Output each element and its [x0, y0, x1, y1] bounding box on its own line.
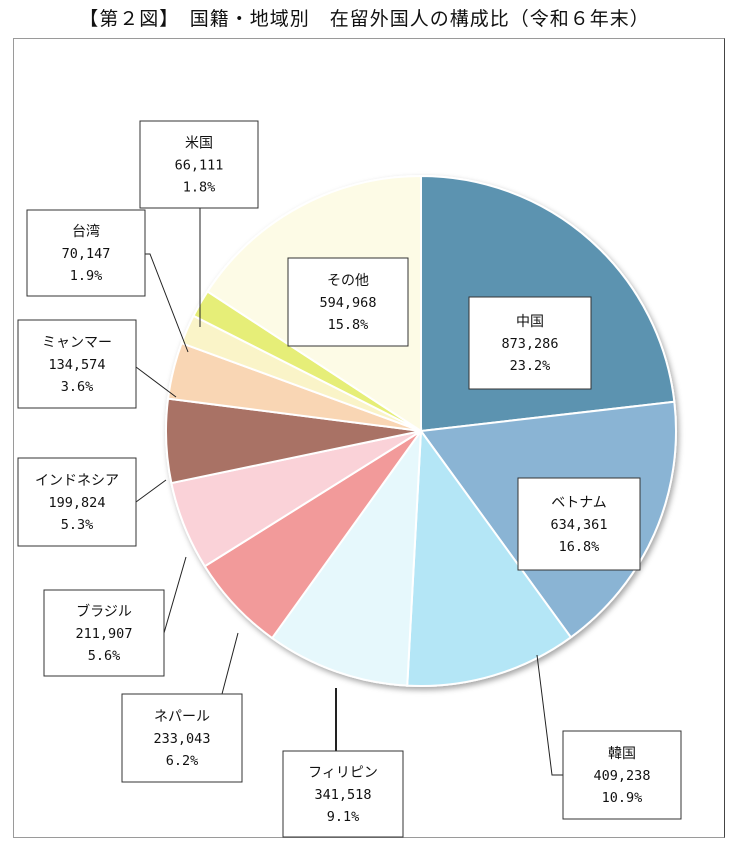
data-label-box	[17, 457, 137, 547]
slice-value-label: 634,361	[551, 517, 608, 533]
data-label: ブラジル 211,907 5.6%	[43, 589, 165, 677]
data-label: インドネシア 199,824 5.3%	[17, 457, 137, 547]
slice-percent-label: 1.8%	[183, 180, 216, 196]
slice-value-label: 70,147	[62, 246, 111, 262]
slice-name-label: ネパール	[154, 709, 210, 725]
leader-line	[145, 253, 189, 353]
slice-value-label: 66,111	[175, 158, 224, 174]
data-label-box	[121, 693, 243, 783]
chart-title: 【第２図】 国籍・地域別 在留外国人の構成比（令和６年末）	[79, 8, 650, 30]
data-label-box	[562, 730, 682, 820]
slice-name-label: ブラジル	[76, 603, 132, 620]
data-label: 台湾 70,147 1.9%	[26, 209, 146, 297]
data-label-box	[468, 296, 592, 390]
slice-percent-label: 5.3%	[61, 517, 94, 533]
slice-name-label: その他	[327, 273, 369, 289]
slice-name-label: 米国	[185, 136, 213, 152]
leader-line	[536, 654, 563, 776]
slice-percent-label: 6.2%	[166, 753, 199, 769]
data-labels: 中国 873,286 23.2% ベトナム 634,361 16.8% 韓国 409,238 1…	[17, 120, 682, 838]
data-label-box	[17, 319, 137, 409]
leader-lines	[135, 208, 563, 776]
data-label: その他 594,968 15.8%	[287, 257, 409, 347]
slice-name-label: インドネシア	[35, 473, 119, 489]
slice-percent-label: 23.2%	[510, 358, 551, 374]
data-label: ネパール 233,043 6.2%	[121, 693, 243, 783]
slice-name-label: ミャンマー	[42, 335, 112, 351]
leader-line	[135, 479, 167, 503]
slice-value-label: 233,043	[154, 731, 211, 747]
data-label-box	[139, 120, 259, 209]
slice-percent-label: 5.6%	[88, 648, 121, 664]
slice-name-label: フィリピン	[308, 765, 378, 781]
leader-line	[135, 366, 177, 398]
leader-line	[221, 632, 239, 695]
slice-value-label: 211,907	[76, 626, 133, 642]
slice-value-label: 873,286	[502, 336, 559, 352]
slice-percent-label: 3.6%	[61, 379, 94, 395]
slice-value-label: 341,518	[315, 787, 372, 803]
data-label: ベトナム 634,361 16.8%	[517, 477, 641, 571]
data-label-box	[26, 209, 146, 297]
data-label-box	[43, 589, 165, 677]
slice-name-label: ベトナム	[551, 495, 607, 511]
slice-value-label: 594,968	[320, 295, 377, 311]
slice-value-label: 409,238	[594, 768, 651, 784]
slice-percent-label: 16.8%	[559, 539, 600, 555]
slice-percent-label: 1.9%	[70, 268, 103, 284]
pie-slice	[406, 428, 573, 687]
data-label-box	[287, 257, 409, 347]
leader-line	[163, 556, 187, 634]
pie-slices	[165, 174, 677, 687]
slice-value-label: 134,574	[49, 357, 106, 373]
data-label-box	[282, 750, 404, 838]
slice-name-label: 中国	[516, 314, 544, 330]
data-label: 米国 66,111 1.8%	[139, 120, 259, 209]
slice-name-label: 台湾	[72, 223, 100, 240]
slice-name-label: 韓国	[608, 746, 636, 762]
slice-percent-label: 9.1%	[327, 809, 360, 825]
data-label: フィリピン 341,518 9.1%	[282, 750, 404, 838]
slice-value-label: 199,824	[49, 495, 106, 511]
slice-percent-label: 15.8%	[328, 317, 369, 333]
slice-percent-label: 10.9%	[602, 790, 643, 806]
data-label: ミャンマー 134,574 3.6%	[17, 319, 137, 409]
pie-slice	[270, 427, 423, 687]
data-label: 中国 873,286 23.2%	[468, 296, 592, 390]
data-label-box	[517, 477, 641, 571]
data-label: 韓国 409,238 10.9%	[562, 730, 682, 820]
